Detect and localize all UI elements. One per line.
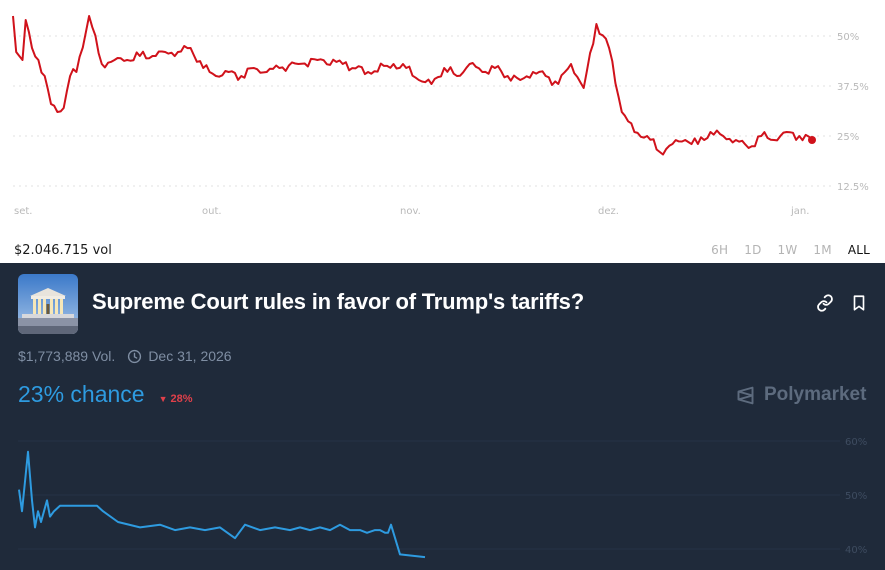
price-history-chart: 50% 37.5% 25% 12.5% set. out. nov. dez. jan.	[12, 15, 869, 217]
y-tick-label: 37.5%	[837, 82, 869, 93]
polymarket-icon	[737, 386, 754, 404]
x-tick-label: nov.	[400, 206, 421, 217]
supreme-court-icon	[18, 274, 78, 334]
chance-value: 23% chance	[18, 381, 145, 407]
y-tick-label: 12.5%	[837, 182, 869, 193]
market-thumbnail	[18, 274, 78, 334]
chart-grid	[18, 440, 840, 550]
tab-all[interactable]: ALL	[847, 243, 870, 257]
x-tick-label: set.	[14, 206, 32, 217]
current-price-dot	[808, 136, 816, 144]
y-tick-label: 50%	[845, 491, 867, 502]
tab-1w[interactable]: 1W	[777, 243, 798, 257]
triangle-down-icon: ▼	[158, 394, 168, 404]
y-tick-label: 40%	[845, 545, 867, 556]
price-line	[12, 15, 813, 156]
price-history-panel: 50% 37.5% 25% 12.5% set. out. nov. dez. jan. $2…	[0, 0, 885, 263]
clock-icon	[128, 349, 142, 363]
polymarket-logo: Polymarket	[735, 384, 866, 406]
chance-row: 23% chance ▼ 28%	[18, 381, 193, 408]
market-meta: $1,773,889 Vol. Dec 31, 2026	[18, 348, 232, 364]
volume-label: $2.046.715 vol	[14, 243, 112, 258]
bookmark-icon[interactable]	[850, 294, 868, 312]
brand-name: Polymarket	[764, 384, 867, 405]
y-tick-label: 50%	[837, 32, 859, 43]
market-volume: $1,773,889 Vol.	[18, 348, 116, 364]
price-line	[18, 450, 426, 559]
market-end-date: Dec 31, 2026	[148, 348, 232, 364]
link-icon[interactable]	[816, 294, 834, 312]
x-axis: set. out. nov. dez. jan.	[14, 206, 809, 217]
market-card: Supreme Court rules in favor of Trump's …	[0, 263, 885, 570]
x-tick-label: jan.	[790, 206, 809, 217]
tab-1d[interactable]: 1D	[744, 243, 762, 257]
y-axis: 50% 37.5% 25% 12.5%	[837, 32, 869, 193]
tab-1m[interactable]: 1M	[813, 243, 832, 257]
x-tick-label: out.	[202, 206, 222, 217]
market-chart: 60% 50% 40%	[18, 437, 867, 559]
market-title[interactable]: Supreme Court rules in favor of Trump's …	[92, 289, 584, 314]
x-tick-label: dez.	[598, 206, 619, 217]
tab-6h[interactable]: 6H	[711, 243, 729, 257]
time-range-tabs: 6H 1D 1W 1M ALL	[695, 243, 870, 257]
y-tick-label: 25%	[837, 132, 859, 143]
y-axis: 60% 50% 40%	[845, 437, 867, 556]
chart-grid	[13, 35, 832, 187]
change-value: 28%	[170, 393, 193, 405]
y-tick-label: 60%	[845, 437, 867, 448]
change-badge: ▼ 28%	[159, 393, 193, 405]
